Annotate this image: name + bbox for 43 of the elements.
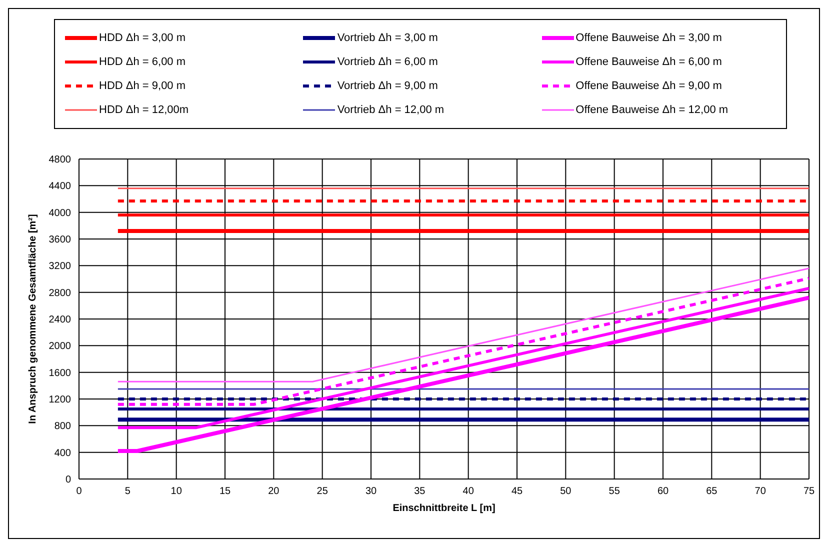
legend-label: Vortrieb Δh = 12,00 m (337, 104, 444, 116)
y-axis-title: In Anspruch genommene Gesamtfläche [m²] (28, 214, 39, 424)
y-tick-label: 4000 (48, 208, 72, 219)
x-tick-label: 75 (803, 486, 815, 498)
x-tick-label: 45 (511, 486, 523, 498)
x-tick-label: 60 (657, 486, 669, 498)
y-tick-label: 4800 (48, 154, 72, 166)
x-tick-label: 50 (560, 486, 572, 498)
y-tick-label: 3600 (48, 234, 72, 246)
x-tick-label: 55 (608, 486, 620, 498)
y-tick-label: 400 (54, 448, 72, 459)
x-tick-label: 10 (170, 486, 182, 498)
legend-label: Offene Bauweise Δh = 6,00 m (576, 56, 722, 68)
legend-label: Vortrieb Δh = 3,00 m (337, 32, 438, 44)
legend-label: Vortrieb Δh = 9,00 m (337, 80, 438, 92)
y-tick-label: 1600 (48, 368, 72, 379)
y-tick-label: 2000 (48, 341, 72, 352)
x-tick-label: 65 (706, 486, 718, 498)
y-tick-label: 2800 (48, 288, 72, 299)
legend-label: Vortrieb Δh = 6,00 m (337, 56, 438, 68)
x-tick-label: 30 (365, 486, 377, 498)
legend-label: HDD Δh = 3,00 m (99, 32, 186, 44)
x-tick-label: 15 (219, 486, 231, 498)
x-tick-label: 25 (316, 486, 328, 498)
legend-label: HDD Δh = 6,00 m (99, 56, 186, 68)
legend-label: Offene Bauweise Δh = 9,00 m (576, 80, 722, 92)
y-tick-label: 0 (65, 474, 72, 486)
y-tick-label: 2400 (48, 314, 72, 326)
legend-label: HDD Δh = 9,00 m (99, 80, 186, 92)
x-tick-label: 5 (124, 486, 131, 498)
y-tick-label: 800 (54, 421, 72, 432)
x-axis-title: Einschnittbreite L [m] (392, 503, 496, 514)
legend-label: HDD Δh = 12,00m (99, 104, 189, 116)
x-tick-label: 40 (462, 486, 474, 498)
y-tick-label: 1200 (48, 394, 72, 406)
x-tick-label: 0 (76, 486, 82, 498)
legend-label: Offene Bauweise Δh = 3,00 m (576, 32, 722, 44)
y-tick-label: 4400 (48, 181, 72, 192)
x-tick-label: 70 (754, 486, 766, 498)
y-tick-label: 3200 (48, 261, 72, 272)
legend-label: Offene Bauweise Δh = 12,00 m (576, 104, 728, 116)
x-tick-label: 35 (414, 486, 426, 498)
x-tick-label: 20 (268, 486, 280, 498)
